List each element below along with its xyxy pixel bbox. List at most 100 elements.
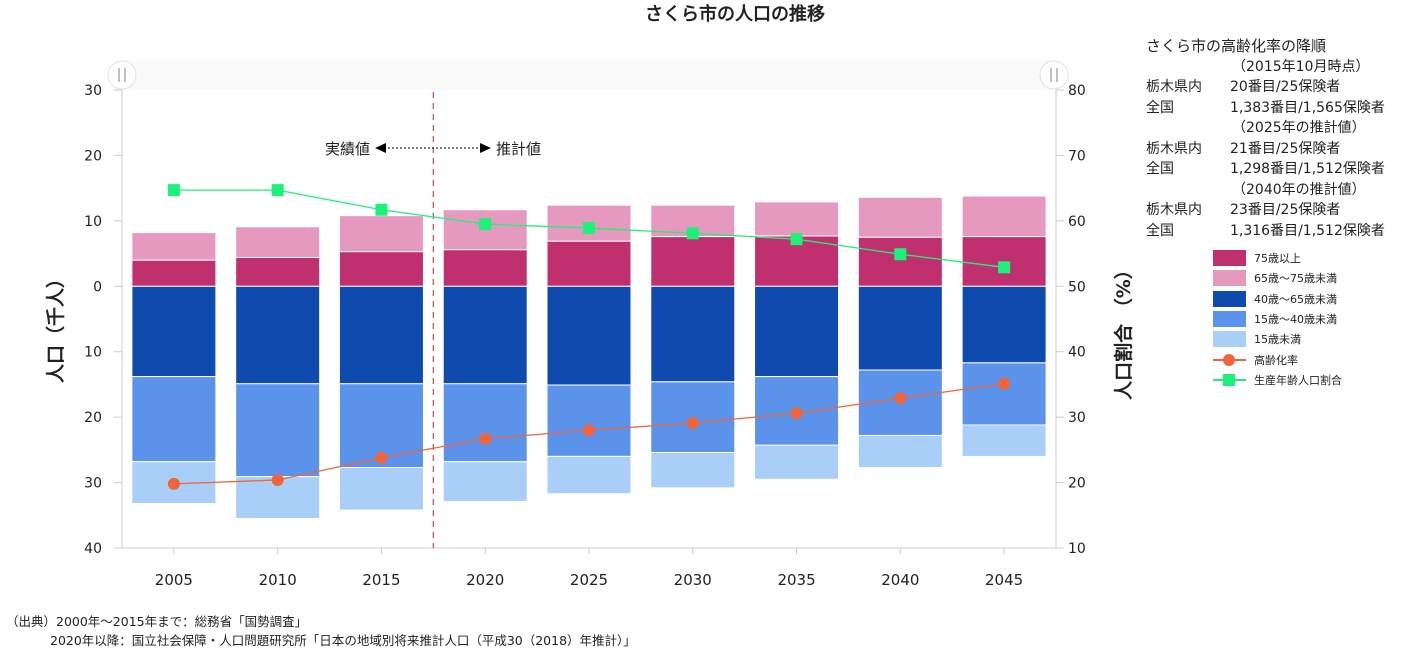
row-value: 1,383番目/1,565保険者 xyxy=(1230,99,1385,116)
line-point xyxy=(998,261,1011,274)
source-line-2: 2020年以降：国立社会保障・人口問題研究所「日本の地域別将来推計人口（平成30… xyxy=(50,633,636,648)
bar-segment xyxy=(857,285,943,371)
ranking-block-2025: （2025年の推計値） 栃木県内 21番目/25保険者 全国 1,298番目/1,5… xyxy=(1146,118,1385,180)
row-key: 全国 xyxy=(1146,161,1174,177)
x-tick-label: 2040 xyxy=(881,571,919,589)
line-point xyxy=(479,432,492,445)
x-tick-label: 2045 xyxy=(985,571,1023,589)
bar-segment xyxy=(857,196,943,238)
bar-segment xyxy=(546,455,632,495)
bar-segment xyxy=(650,451,736,489)
block-heading: （2025年の推計値） xyxy=(1232,120,1366,136)
range-slider-handle[interactable] xyxy=(107,60,137,90)
legend-swatch xyxy=(1213,270,1246,287)
row-value: 21番目/25保険者 xyxy=(1230,140,1341,157)
bar-segment xyxy=(131,259,217,287)
ranking-block-2015: （2015年10月時点） 栃木県内 20番目/25保険者 全国 1,383番目/1,… xyxy=(1146,57,1385,119)
line-point xyxy=(998,377,1011,390)
legend-item[interactable]: 65歳〜75歳未満 xyxy=(1213,268,1342,288)
legend-swatch xyxy=(1213,250,1246,267)
row-key: 栃木県内 xyxy=(1146,140,1202,157)
bar-segment xyxy=(338,251,424,287)
bar-segment xyxy=(131,376,217,463)
line-point xyxy=(686,227,699,240)
legend: 75歳以上 65歳〜75歳未満 40歳〜65歳未満 15歳〜40歳未満 15歳未満高齢化… xyxy=(1213,248,1342,390)
line-point xyxy=(790,407,803,420)
range-slider-handle[interactable] xyxy=(1039,60,1069,90)
bar-segment xyxy=(442,285,528,385)
row-key: 全国 xyxy=(1146,99,1174,116)
right-tick-label: 20 xyxy=(1068,476,1086,492)
bar-segment xyxy=(961,195,1047,238)
legend-item[interactable]: 高齢化率 xyxy=(1213,349,1342,369)
line-point xyxy=(271,473,284,486)
right-tick-label: 30 xyxy=(1068,410,1086,426)
x-tick-label: 2015 xyxy=(362,571,400,589)
legend-label: 15歳〜40歳未満 xyxy=(1254,313,1337,327)
y-axis-label: 人口（千人） xyxy=(44,269,67,383)
line-point xyxy=(790,233,803,246)
line-point xyxy=(686,417,699,430)
row-value: 1,316番目/1,512保険者 xyxy=(1230,222,1385,239)
forecast-values-label: 推計値 xyxy=(496,140,541,158)
arrow-left-icon xyxy=(375,143,386,153)
bar-segment xyxy=(961,362,1047,426)
legend-swatch xyxy=(1213,290,1246,307)
legend-item[interactable]: 15歳未満 xyxy=(1213,329,1342,349)
bar-segment xyxy=(546,285,632,386)
right-tick-label: 10 xyxy=(1068,541,1086,557)
bar-segment xyxy=(235,285,321,385)
left-tick-label: 20 xyxy=(84,148,102,164)
legend-line-marker xyxy=(1213,373,1246,386)
pause-handle-icon xyxy=(1039,60,1069,90)
row-value: 20番目/25保険者 xyxy=(1230,79,1341,95)
left-tick-label: 20 xyxy=(84,410,102,426)
legend-item[interactable]: 生産年齢人口割合 xyxy=(1213,370,1342,390)
legend-line-marker xyxy=(1213,353,1246,366)
ranking-title: さくら市の高齢化率の降順 xyxy=(1146,37,1327,55)
ranking-block-2040: （2040年の推計値） 栃木県内 23番目/25保険者 全国 1,316番目/1,5… xyxy=(1146,180,1385,242)
actual-values-label: 実績値 xyxy=(325,140,370,158)
left-tick-label: 40 xyxy=(84,541,102,557)
bar-segment xyxy=(235,226,321,258)
legend-item[interactable]: 40歳〜65歳未満 xyxy=(1213,289,1342,309)
bar-segment xyxy=(235,383,321,478)
block-heading: （2040年の推計値） xyxy=(1232,181,1366,198)
row-value: 1,298番目/1,512保険者 xyxy=(1230,161,1385,177)
legend-label: 75歳以上 xyxy=(1254,252,1301,266)
line-point xyxy=(894,392,907,405)
bar-segment xyxy=(546,384,632,457)
row-key: 全国 xyxy=(1146,222,1174,239)
left-tick-label: 30 xyxy=(84,476,102,492)
bar-segment xyxy=(338,467,424,511)
legend-label: 高齢化率 xyxy=(1254,353,1298,367)
bar-segment xyxy=(650,285,736,383)
legend-item[interactable]: 75歳以上 xyxy=(1213,248,1342,268)
x-tick-label: 2005 xyxy=(155,571,193,589)
bar-segment xyxy=(961,424,1047,457)
legend-label: 40歳〜65歳未満 xyxy=(1254,292,1337,306)
row-key: 栃木県内 xyxy=(1146,202,1202,218)
source-line-1: （出典）2000年〜2015年まで：総務省「国勢調査」 xyxy=(6,614,308,629)
bar-segment xyxy=(754,201,840,237)
legend-item[interactable]: 15歳〜40歳未満 xyxy=(1213,309,1342,329)
line-point xyxy=(271,184,284,197)
bar-segment xyxy=(857,434,943,469)
legend-label: 65歳〜75歳未満 xyxy=(1254,272,1337,286)
y2-axis-label: 人口割合 （%） xyxy=(1112,260,1135,400)
chart-title: さくら市の人口の推移 xyxy=(645,3,825,25)
line-point xyxy=(375,451,388,464)
bar-segment xyxy=(338,215,424,253)
legend-swatch xyxy=(1213,331,1246,348)
pause-handle-icon xyxy=(107,60,137,90)
left-tick-label: 10 xyxy=(84,214,102,230)
bar-segment xyxy=(442,249,528,287)
line-point xyxy=(583,424,595,437)
bar-segment xyxy=(131,232,217,261)
legend-label: 生産年齢人口割合 xyxy=(1254,373,1342,387)
bar-segment xyxy=(754,285,840,378)
bar-segment xyxy=(442,461,528,503)
x-tick-label: 2025 xyxy=(570,571,608,589)
left-tick-label: 30 xyxy=(84,83,102,99)
